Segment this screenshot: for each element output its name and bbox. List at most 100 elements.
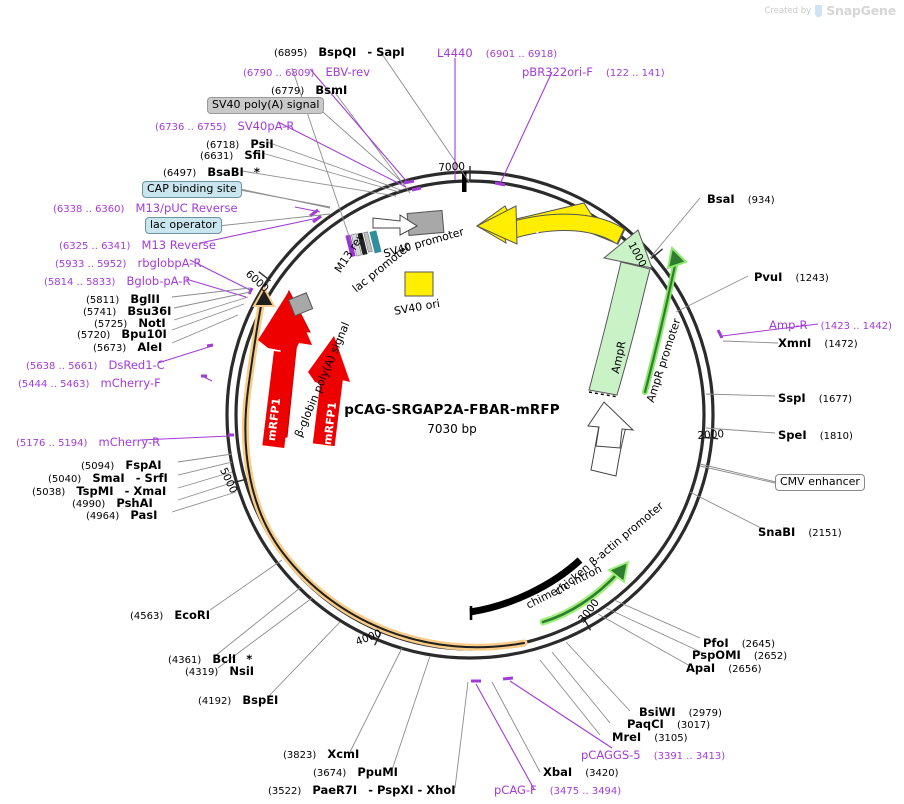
label-position: (3391 .. 3413) xyxy=(653,751,726,762)
label-xbai[interactable]: XbaI (3420) xyxy=(543,763,619,779)
label-sspi[interactable]: SspI (1677) xyxy=(778,389,852,405)
feature-mrfp1-outer xyxy=(258,289,312,448)
label-xcmi[interactable]: (3823) XcmI xyxy=(283,745,359,761)
label-xmni[interactable]: XmnI (1472) xyxy=(778,334,858,350)
label-pasi[interactable]: (4964) PasI xyxy=(86,506,157,522)
origin-marker xyxy=(462,172,467,192)
boxed-label-sv40-polya-signal[interactable]: SV40 poly(A) signal xyxy=(207,97,325,114)
label-position: (3823) xyxy=(283,750,317,761)
label-enzyme: PspOMI xyxy=(692,648,741,662)
label-bglii[interactable]: (5811) BglII xyxy=(86,290,160,306)
label-pbr322ori-f[interactable]: pBR322ori-F (122 .. 141) xyxy=(522,63,665,79)
label-enzyme: PfoI xyxy=(703,636,729,650)
label-paer7i-pspxi-xhoi[interactable]: (3522) PaeR7I - PspXI - XhoI xyxy=(268,781,456,797)
label-pcaggs-5[interactable]: pCAGGS-5 (3391 .. 3413) xyxy=(581,746,725,762)
label-paqci[interactable]: PaqCI (3017) xyxy=(627,715,710,731)
label-l4440[interactable]: L4440 (6901 .. 6918) xyxy=(437,44,557,60)
label-enzyme: SmaI xyxy=(92,471,125,485)
plasmid-title-block: pCAG-SRGAP2A-FBAR-mRFP 7030 bp xyxy=(0,402,904,436)
label-mcherry-r[interactable]: (5176 .. 5194) mCherry-R xyxy=(16,433,160,449)
label-snabi[interactable]: SnaBI (2151) xyxy=(758,523,842,539)
label-noti[interactable]: (5725) NotI xyxy=(94,314,166,330)
label-bpu10i[interactable]: (5720) Bpu10I xyxy=(77,325,167,341)
label-amp-r[interactable]: Amp-R (1423 .. 1442) xyxy=(769,316,892,332)
boxed-label-text: CAP binding site xyxy=(147,182,237,195)
label-m13-reverse[interactable]: (6325 .. 6341) M13 Reverse xyxy=(59,236,216,252)
label-enzyme: BclI xyxy=(212,652,237,666)
label-position: (6736 .. 6755) xyxy=(155,122,227,133)
label-spei[interactable]: SpeI (1810) xyxy=(778,426,853,442)
label-position: (1677) xyxy=(818,394,852,405)
label-ebv-rev[interactable]: (6790 .. 6809) EBV-rev xyxy=(243,63,370,79)
label-position: (4563) xyxy=(130,611,164,622)
boxed-label-text: lac operator xyxy=(150,218,217,231)
label-bspqi-sapi[interactable]: (6895) BspQI - SapI xyxy=(274,43,405,59)
label-pspomi[interactable]: PspOMI (2652) xyxy=(692,646,787,662)
label-smai-srfi[interactable]: (5040) SmaI - SrfI xyxy=(48,469,168,485)
label-ecori[interactable]: (4563) EcoRI xyxy=(130,606,210,622)
label-bsu36i[interactable]: (5741) Bsu36I xyxy=(83,302,171,318)
label-enzyme: Bsu36I xyxy=(127,304,172,318)
label-bcli[interactable]: (4361) BclI * xyxy=(168,652,253,666)
label-enzyme: ApaI xyxy=(686,661,716,675)
label-enzyme: BspEI xyxy=(242,693,279,707)
label-sv40pa-r[interactable]: (6736 .. 6755) SV40pA-R xyxy=(155,117,294,133)
boxed-label-cmv-enhancer[interactable]: CMV enhancer xyxy=(775,474,865,491)
label-position: (3105) xyxy=(654,733,688,744)
label-enzyme: PvuI xyxy=(754,270,783,284)
label-position: (5720) xyxy=(77,330,111,341)
label-pvui[interactable]: PvuI (1243) xyxy=(754,268,829,284)
label-bsiwi[interactable]: BsiWI (2979) xyxy=(639,703,722,719)
label-m13-puc-reverse[interactable]: (6338 .. 6360) M13/pUC Reverse xyxy=(53,199,238,215)
label-position: (5638 .. 5661) xyxy=(26,361,98,372)
label-fspai[interactable]: (5094) FspAI xyxy=(81,456,161,472)
label-position: (5444 .. 5463) xyxy=(18,379,90,390)
label-enzyme-extra: - SapI xyxy=(367,45,405,59)
page-title: pCAG-SRGAP2A-FBAR-mRFP xyxy=(344,402,560,418)
label-bsabi[interactable]: (6497) BsaBI * xyxy=(163,165,260,179)
label-pshai[interactable]: (4990) PshAI xyxy=(72,494,153,510)
label-pcag-f[interactable]: pCAG-F (3475 .. 3494) xyxy=(494,781,621,797)
feature-sv40-promoter xyxy=(372,209,445,236)
label-bspei[interactable]: (4192) BspEI xyxy=(198,691,278,707)
label-pfoi[interactable]: PfoI (2645) xyxy=(703,634,775,650)
label-enzyme: AleI xyxy=(137,340,163,354)
label-position: (5673) xyxy=(93,343,127,354)
label-apai[interactable]: ApaI (2656) xyxy=(686,659,762,675)
label-bsmi[interactable]: (6779) BsmI xyxy=(271,81,347,97)
label-sfii[interactable]: (6631) SfiI xyxy=(200,146,265,162)
label-alei[interactable]: (5673) AleI xyxy=(93,338,162,354)
feature-ampr-promoter xyxy=(587,401,635,477)
label-rbglobpa-r[interactable]: (5933 .. 5952) rbglobpA-R xyxy=(55,254,201,270)
label-enzyme: SpeI xyxy=(778,428,807,442)
label-ppumi[interactable]: (3674) PpuMI xyxy=(313,763,398,779)
label-mrei[interactable]: MreI (3105) xyxy=(612,728,688,744)
leader-lines xyxy=(139,47,819,790)
label-psii[interactable]: (6718) PsiI xyxy=(206,135,274,151)
label-position: (122 .. 141) xyxy=(605,68,665,79)
label-position: (6325 .. 6341) xyxy=(59,241,131,252)
label-nsii[interactable]: (4319) NsiI xyxy=(185,662,254,678)
feature-chimeric-intron xyxy=(539,560,630,626)
label-enzyme: BsaI xyxy=(707,192,735,206)
label-enzyme: NsiI xyxy=(229,664,255,678)
boxed-label-cap-binding-site[interactable]: CAP binding site xyxy=(142,181,242,198)
label-position: (4361) xyxy=(168,655,202,666)
tick-label-7000: 7000 xyxy=(438,160,466,174)
label-enzyme: PshAI xyxy=(116,496,153,510)
label-enzyme-extra: - XmaI xyxy=(124,484,167,498)
label-bsai[interactable]: BsaI (934) xyxy=(707,190,775,206)
label-mcherry-f[interactable]: (5444 .. 5463) mCherry-F xyxy=(18,374,161,390)
label-enzyme: XmnI xyxy=(778,336,812,350)
label-enzyme: PsiI xyxy=(250,137,274,151)
label-dsred1-c[interactable]: (5638 .. 5661) DsRed1-C xyxy=(26,356,165,372)
label-bglob-pa-r[interactable]: (5814 .. 5833) Bglob-pA-R xyxy=(44,272,190,288)
feature-mrfp1-inner xyxy=(308,336,350,447)
label-tspmi-xmai[interactable]: (5038) TspMI - XmaI xyxy=(32,482,166,498)
plasmid-size: 7030 bp xyxy=(427,422,477,436)
boxed-label-lac-operator[interactable]: lac operator xyxy=(145,217,222,234)
label-enzyme: BspQI xyxy=(318,45,357,59)
label-enzyme-extra: - PspXI - XhoI xyxy=(368,783,456,797)
label-position: (3017) xyxy=(676,720,711,731)
